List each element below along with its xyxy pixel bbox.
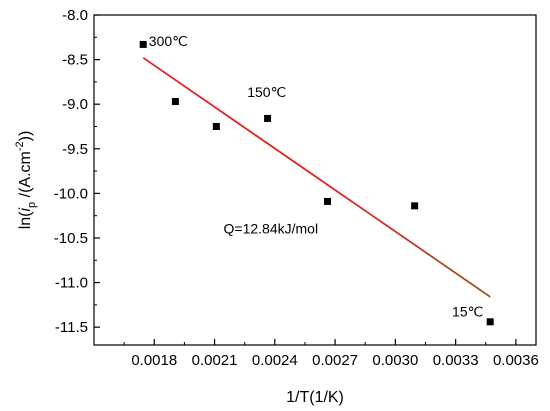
y-tick-label: -9.5 (62, 141, 88, 158)
data-point (264, 114, 272, 122)
data-point (139, 40, 147, 48)
y-title-sup: -2 (14, 141, 26, 151)
y-tick-label: -10.0 (54, 185, 88, 202)
data-points (139, 40, 494, 326)
y-title-sub: p (26, 202, 38, 208)
annotation-label: 150℃ (247, 84, 286, 100)
data-point (411, 202, 419, 210)
x-tick-label: 0.0030 (372, 352, 418, 369)
data-point (323, 197, 331, 205)
y-tick-label: -11.0 (55, 275, 88, 292)
annotation-label: 15℃ (452, 303, 483, 319)
fit-line (142, 57, 491, 298)
x-axis-title: 1/T(1/K) (286, 389, 344, 406)
data-point (171, 98, 179, 106)
y-title-prefix: ln( (17, 211, 34, 229)
x-tick-label: 0.0018 (131, 352, 177, 369)
x-tick-label: 0.0024 (252, 352, 298, 369)
y-title-unit: /(A.cm (17, 151, 34, 202)
y-title-close: )) (17, 131, 34, 142)
annotations: 300℃ 150℃ Q=12.84kJ/mol 15℃ (149, 33, 484, 319)
y-axis: -8.0 -8.5 -9.0 -9.5 -10.0 -10.5 -11.0 -11.5 (54, 7, 100, 336)
data-point (212, 122, 220, 130)
x-tick-label: 0.0033 (433, 352, 479, 369)
y-tick-label: -10.5 (54, 230, 88, 247)
x-tick-label: 0.0027 (312, 352, 358, 369)
x-tick-label: 0.0021 (192, 352, 238, 369)
y-tick-label: -8.5 (62, 52, 88, 69)
x-axis: 0.0018 0.0021 0.0024 0.0027 0.0030 0.0033 0.00… (123, 339, 539, 369)
y-tick-label: -8.0 (62, 7, 88, 24)
data-point (486, 318, 494, 326)
y-tick-label: -9.0 (62, 96, 88, 113)
y-axis-title: ln(ip /(A.cm-2)) (14, 131, 38, 230)
plot-frame (93, 14, 537, 346)
x-tick-label: 0.0036 (493, 352, 539, 369)
annotation-label: Q=12.84kJ/mol (224, 221, 319, 237)
y-tick-label: -11.5 (55, 319, 88, 336)
annotation-label: 300℃ (149, 33, 188, 49)
y-title-italic: i (17, 208, 34, 212)
